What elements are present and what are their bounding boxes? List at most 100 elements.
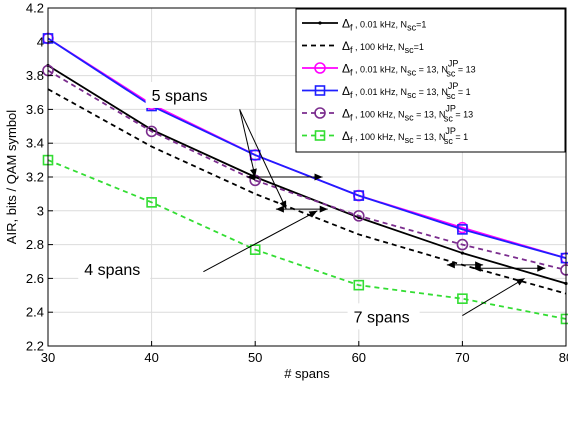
y-tick-label: 3.8 [26,68,44,83]
data-point [352,210,365,222]
data-point [353,190,365,201]
legend-marker [314,130,326,141]
legend-label-part: sc [407,90,417,100]
y-tick-label: 4 [37,34,44,49]
legend-label: Δf , 100 kHz, Nsc = 13, NJP sc = 13 [342,104,473,124]
legend-label-part: JP [448,59,459,69]
y-tick-label: 2.6 [26,271,44,286]
span-gap-arrowhead [537,264,546,272]
legend-entry-6: Δf , 100 kHz, Nsc = 13, NJP sc = 1 [302,126,468,146]
annotations: 5 spans 4 spans 7 spans [78,81,546,330]
legend-label-part: f [350,135,353,145]
series-5-line [47,69,567,271]
y-tick-label: 3.6 [26,102,44,117]
span-gap-arrowhead [319,205,328,213]
legend-label-part: , 100 kHz, N [353,42,405,52]
annotation-arrowhead [249,168,257,177]
span-gap-arrowhead [275,205,284,213]
data-point [145,125,158,138]
axis-ticks: 30 40 50 60 70 80 2.2 2.4 2.6 2.8 3 3.2 3.4 3.6 3.8 4 4.… [26,1,568,366]
legend-label-part: = 13 [455,65,475,75]
legend-label: Δf , 0.01 kHz, Nsc = 13, NJP sc = 13 [342,59,476,79]
data-point [249,244,261,255]
data-point [456,238,469,251]
legend-label-part: f [350,45,353,55]
legend-label-part: , 100 kHz, N [353,110,405,120]
span-gap-arrowhead [314,173,323,181]
legend-label-part: = 13, N [416,87,448,97]
legend-entry-3: Δf , 0.01 kHz, Nsc = 13, NJP sc = 13 [302,59,476,79]
legend-label: Δf , 0.01 kHz, Nsc = 13, NJP sc = 1 [342,81,471,101]
legend-label-part: Δ [342,84,350,98]
series-6 [42,154,568,325]
span-gap-arrowhead [472,264,481,272]
legend-box [295,8,566,153]
y-axis-label: AIR, bits / QAM symbol [4,110,19,244]
y-tick-label: 3.4 [26,136,44,151]
x-tick-label: 80 [559,350,568,365]
annotation-label-bg [78,256,151,283]
y-tick-label: 2.2 [26,339,44,354]
legend-label-part: sc [444,114,454,124]
y-tick-label: 4.2 [26,1,44,16]
series-4-line [47,37,567,259]
data-point [353,279,365,291]
data-point [249,149,261,161]
legend-label-part: f [350,113,353,123]
annotation-arrow [239,109,256,178]
legend-label-part: = 13 [453,110,473,120]
annotation-arrowhead [515,278,525,286]
legend-label-part: Δ [342,17,350,31]
legend-label-part: sc [446,91,456,101]
data-point [457,293,468,304]
legend-label-part: sc [407,23,417,33]
annotation-label: 4 spans [84,262,140,279]
legend-label-part: = 1 [455,87,470,97]
legend-label-part: sc [446,69,456,79]
annotation-arrow [203,210,318,273]
legend-label-part: f [350,68,353,78]
series-6-line [47,159,567,320]
legend-label-part: f [350,90,353,100]
legend-label-part: =1 [416,20,426,30]
annotation-label-bg [347,303,420,330]
x-tick-label: 70 [455,350,469,365]
legend-label-part: = 13, N [414,132,446,142]
legend-label-part: JP [445,126,456,136]
legend-marker [318,21,322,25]
legend-marker [314,107,326,119]
annotation-1: 5 spans [145,81,328,213]
legend-label-part: = 1 [453,132,468,142]
legend-marker [314,85,326,96]
x-tick-label: 30 [41,350,55,365]
y-tick-label: 2.4 [26,305,44,320]
data-point [460,251,464,255]
data-point [560,264,568,276]
legend-entry-1: Δf , 0.01 kHz, Nsc=1 [302,17,426,33]
y-tick-label: 3 [37,203,44,218]
x-tick-label: 50 [248,350,262,365]
x-tick-label: 60 [352,350,366,365]
legend-entry-2: Δf , 100 kHz, Nsc=1 [302,39,424,55]
legend-label: Δf , 100 kHz, Nsc=1 [342,39,424,55]
legend-label-part: Δ [342,129,350,143]
legend-label-part: f [350,23,353,33]
legend-label-part: sc [444,136,454,146]
legend-label-part: sc [407,68,417,78]
annotation-arrow [462,277,525,317]
span-gap-arrowhead [246,173,255,181]
annotation-arrowhead [279,200,287,210]
legend-label-part: JP [448,81,459,91]
legend-label-part: , 0.01 kHz, N [353,20,408,30]
legend-label-part: sc [405,113,415,123]
legend-label-part: =1 [414,42,424,52]
y-tick-label: 2.8 [26,237,44,252]
legend-label-part: = 13, N [414,110,446,120]
legend-label-part: , 0.01 kHz, N [353,65,408,75]
legend-label-part: JP [445,104,456,114]
x-axis-label: # spans [284,366,330,381]
legend-label: Δf , 0.01 kHz, Nsc=1 [342,17,426,33]
annotation-3: 7 spans [347,261,546,330]
annotation-label: 7 spans [354,309,410,326]
